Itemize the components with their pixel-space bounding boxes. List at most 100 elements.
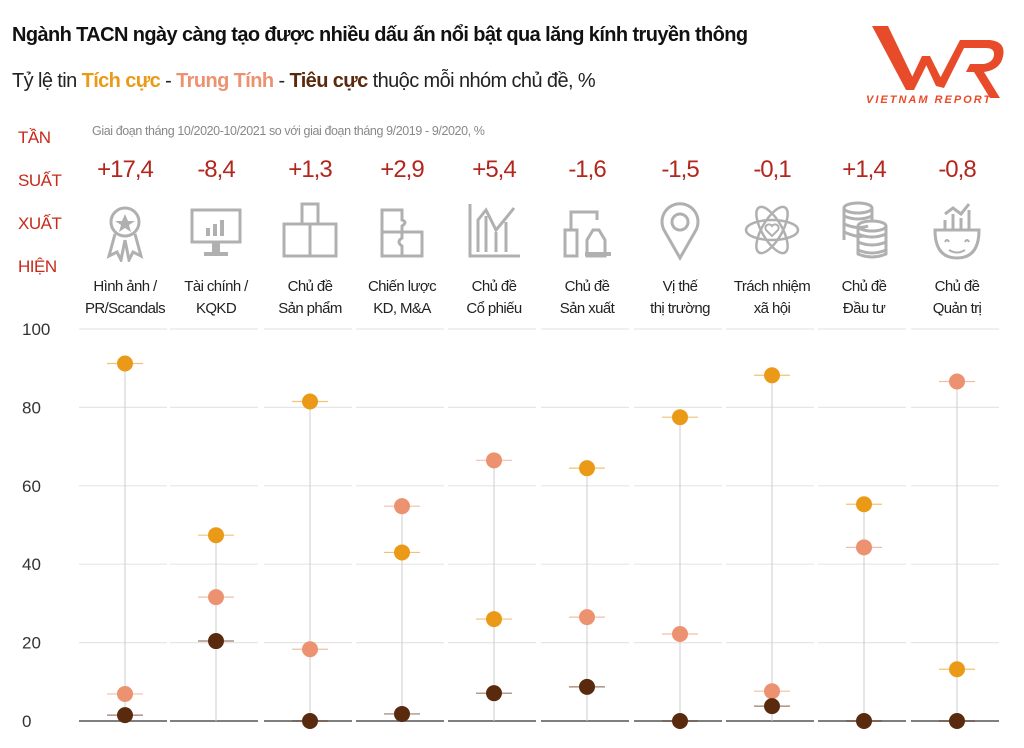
y-tick-label: 0 xyxy=(22,712,31,731)
data-point-negative xyxy=(302,713,318,729)
legend-neutral: Trung Tính xyxy=(176,70,274,92)
legend-sep: - xyxy=(160,70,177,92)
data-point-positive xyxy=(302,393,318,410)
change-value: -0,1 xyxy=(753,156,791,183)
change-value: +1,4 xyxy=(842,156,886,183)
category-label-line: Chủ đề xyxy=(564,278,610,295)
data-point-negative xyxy=(579,678,595,695)
stock-chart-icon xyxy=(449,200,539,264)
data-point-positive xyxy=(856,496,872,513)
category-label-line: Đầu tư xyxy=(842,300,886,317)
category-label-line: Tài chính / xyxy=(184,278,248,295)
y-tick-label: 20 xyxy=(22,634,41,653)
data-point-negative xyxy=(949,713,965,729)
category-label-line: Chủ đề xyxy=(287,278,333,295)
data-point-positive xyxy=(486,611,502,628)
data-point-positive xyxy=(579,460,595,477)
category-label-line: Cổ phiếu xyxy=(466,300,522,317)
data-point-positive xyxy=(764,367,780,384)
category-label-line: Chủ đề xyxy=(841,278,887,295)
data-point-positive xyxy=(208,527,224,544)
data-point-neutral xyxy=(486,452,502,469)
data-point-positive xyxy=(117,355,133,372)
category-label-line: xã hội xyxy=(753,300,791,317)
category-label-line: Vị thế xyxy=(662,278,698,295)
side-label: SUẤT xyxy=(18,171,62,190)
category-label-line: Quản trị xyxy=(932,300,982,317)
y-tick-label: 100 xyxy=(22,320,50,339)
data-point-negative xyxy=(486,685,502,702)
data-point-neutral xyxy=(117,685,133,702)
category-label-line: Hình ảnh / xyxy=(93,278,157,295)
y-tick-label: 80 xyxy=(22,398,41,417)
change-value: -0,8 xyxy=(938,156,976,183)
puzzle-icon xyxy=(357,200,447,264)
data-point-positive xyxy=(394,544,410,561)
period-note: Giai đoạn tháng 10/2020-10/2021 so với g… xyxy=(92,124,485,138)
data-point-neutral xyxy=(764,683,780,700)
change-value: -1,6 xyxy=(568,156,606,183)
y-tick-label: 40 xyxy=(22,555,41,574)
side-label: XUẤT xyxy=(18,214,62,233)
category-label: Chủ đề Sản xuất xyxy=(542,276,632,320)
category-label-line: Sản phẩm xyxy=(278,300,342,317)
atom-heart-icon xyxy=(727,200,817,264)
legend-sep: - xyxy=(273,70,290,92)
data-point-negative xyxy=(208,633,224,650)
data-point-negative xyxy=(764,698,780,715)
data-point-negative xyxy=(117,707,133,724)
category-label: Chủ đề Đầu tư xyxy=(819,276,909,320)
subtitle-prefix: Tỷ lệ tin xyxy=(12,70,82,92)
monitor-chart-icon xyxy=(171,200,261,264)
change-value: +5,4 xyxy=(472,156,516,183)
side-label: TẦN xyxy=(18,128,51,147)
data-point-neutral xyxy=(856,539,872,556)
side-label: HIỆN xyxy=(18,257,57,276)
data-point-negative xyxy=(672,713,688,729)
category-label: Chủ đề Quản trị xyxy=(912,276,1002,320)
data-point-positive xyxy=(949,661,965,678)
category-label-line: Trách nhiệm xyxy=(733,278,811,295)
legend-positive: Tích cực xyxy=(81,70,161,92)
data-point-negative xyxy=(394,705,410,722)
data-point-positive xyxy=(672,409,688,426)
category-label-line: Chiến lược xyxy=(367,278,437,295)
award-ribbon-icon xyxy=(80,200,170,265)
chart-subtitle: Tỷ lệ tin Tích cực - Trung Tính - Tiêu c… xyxy=(12,70,596,93)
category-label: Chiến lược KD, M&A xyxy=(357,276,447,320)
factory-machine-icon xyxy=(542,200,632,264)
boxes-icon xyxy=(265,200,355,264)
data-point-neutral xyxy=(302,641,318,658)
category-label: Trách nhiệm xã hội xyxy=(727,276,817,320)
change-value: +17,4 xyxy=(97,156,154,183)
category-label: Chủ đề Sản phẩm xyxy=(265,276,355,320)
change-value: +2,9 xyxy=(380,156,424,183)
category-label-line: thị trường xyxy=(650,300,710,317)
subtitle-suffix: thuộc mỗi nhóm chủ đề, % xyxy=(367,70,596,92)
category-label: Vị thế thị trường xyxy=(635,276,725,320)
category-label-line: Chủ đề xyxy=(471,278,517,295)
category-label-line: Sản xuất xyxy=(559,300,615,317)
data-point-negative xyxy=(856,713,872,729)
data-point-neutral xyxy=(579,609,595,626)
category-label: Hình ảnh / PR/Scandals xyxy=(80,276,170,320)
data-point-neutral xyxy=(208,589,224,606)
category-label: Tài chính / KQKD xyxy=(171,276,261,320)
change-value: -1,5 xyxy=(661,156,699,183)
logo-text: VIETNAM REPORT xyxy=(866,94,993,106)
category-label: Chủ đề Cổ phiếu xyxy=(449,276,539,320)
category-label-line: Chủ đề xyxy=(934,278,980,295)
y-tick-label: 60 xyxy=(22,477,41,496)
vnr-logo xyxy=(872,26,1004,98)
legend-negative: Tiêu cực xyxy=(289,70,368,92)
category-label-line: KD, M&A xyxy=(373,300,431,317)
location-pin-icon xyxy=(635,200,725,264)
data-point-neutral xyxy=(672,625,688,642)
data-point-neutral xyxy=(949,373,965,390)
data-point-neutral xyxy=(394,498,410,515)
category-label-line: PR/Scandals xyxy=(84,300,166,317)
coin-stack-icon xyxy=(819,200,909,264)
change-value: -8,4 xyxy=(197,156,235,183)
change-value: +1,3 xyxy=(288,156,332,183)
